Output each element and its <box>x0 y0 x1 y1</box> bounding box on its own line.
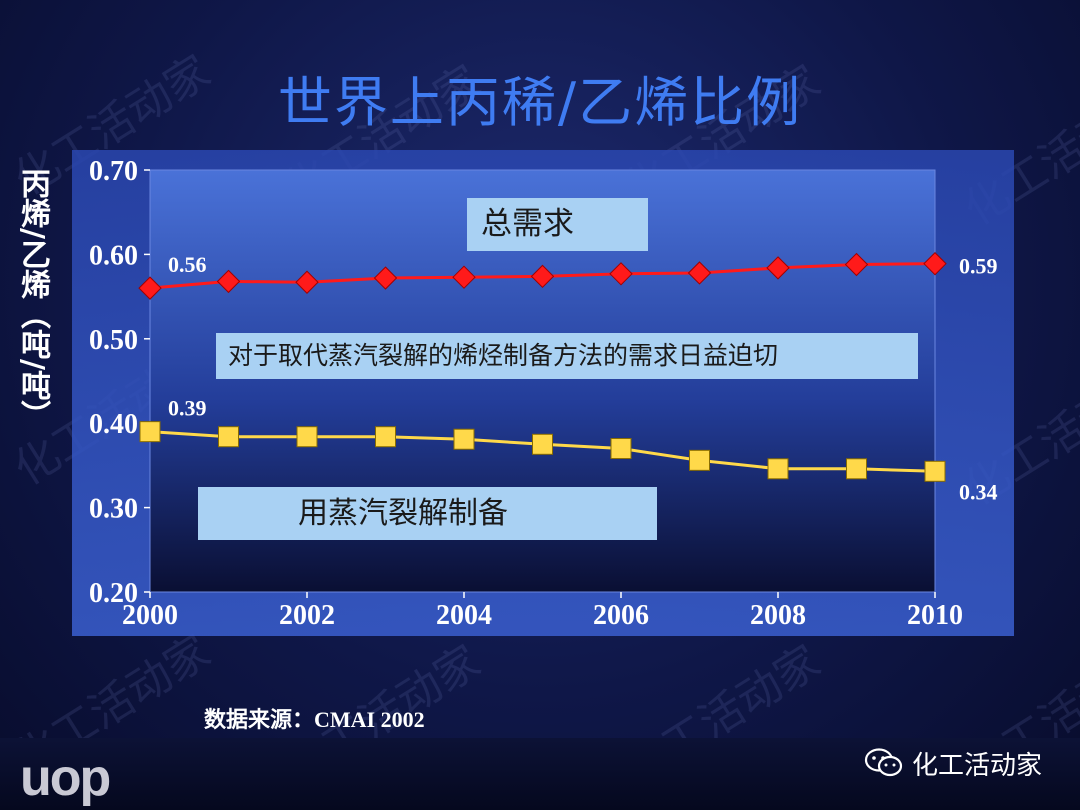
data-point-total <box>609 262 633 286</box>
y-tick-label: 0.50 <box>89 325 138 356</box>
brand-text: 化工活动家 <box>912 750 1043 781</box>
source-label: 数据来源： <box>204 708 315 733</box>
y-tick-label: 0.30 <box>89 494 138 525</box>
source-name: CMAI 2002 <box>314 707 425 732</box>
data-point-steam <box>846 458 867 480</box>
data-label-end-steam: 0.34 <box>959 479 998 504</box>
y-tick-label: 0.20 <box>89 578 138 609</box>
x-tick-label: 2002 <box>279 600 335 631</box>
y-tick-label: 0.40 <box>89 409 138 440</box>
footer-band <box>0 738 1080 810</box>
data-point-steam <box>689 449 710 471</box>
data-point-steam <box>924 460 946 482</box>
callout-alternative-demand: 对于取代蒸汽裂解的烯烃制备方法的需求日益迫切 <box>216 333 918 379</box>
data-point-total <box>373 266 398 290</box>
data-point-total <box>923 251 947 276</box>
data-point-steam <box>218 426 239 448</box>
y-tick-label: 0.60 <box>89 240 138 271</box>
data-labels: 0.56 0.59 0.39 0.34 <box>168 252 998 504</box>
data-label-end-total: 0.59 <box>959 254 998 279</box>
y-tick-label: 0.70 <box>89 156 138 187</box>
data-point-total <box>530 264 555 289</box>
uop-logo: uop <box>20 749 111 807</box>
data-point-total <box>844 252 869 277</box>
data-point-total <box>452 265 476 289</box>
data-point-steam <box>139 421 161 443</box>
slide-title: 世界上丙稀/乙烯比例 <box>277 71 803 134</box>
callout-total-demand: 总需求 <box>467 198 648 251</box>
axes: 0.20 0.30 0.40 0.50 0.60 0.70 2000 2002 2004 2006… <box>89 156 963 631</box>
data-label-start-steam: 0.39 <box>168 396 207 421</box>
data-point-total <box>216 269 241 294</box>
data-point-steam <box>532 433 553 455</box>
data-point-steam <box>453 428 475 450</box>
data-point-steam <box>610 438 632 460</box>
wechat-icon <box>864 748 903 777</box>
data-point-total <box>687 261 712 285</box>
data-point-steam <box>375 426 396 448</box>
series-layer <box>138 251 947 482</box>
data-point-total <box>138 276 162 300</box>
x-tick-label: 2004 <box>436 600 492 631</box>
x-tick-label: 2006 <box>593 600 649 631</box>
data-source: 数据来源：CMAI 2002 <box>204 702 425 734</box>
data-point-steam <box>296 426 318 448</box>
data-point-steam <box>767 458 789 480</box>
x-tick-label: 2010 <box>907 600 963 631</box>
data-point-total <box>766 256 790 280</box>
brand-badge: 化工活动家 <box>864 745 1042 781</box>
x-tick-label: 2008 <box>750 600 806 631</box>
data-point-total <box>295 270 319 294</box>
x-tick-label: 2000 <box>122 600 178 631</box>
y-axis-label: 丙烯/乙烯（吨/吨） <box>15 168 50 430</box>
callout-steam-cracking: 用蒸汽裂解制备 <box>198 487 657 540</box>
data-label-start-total: 0.56 <box>168 252 207 277</box>
